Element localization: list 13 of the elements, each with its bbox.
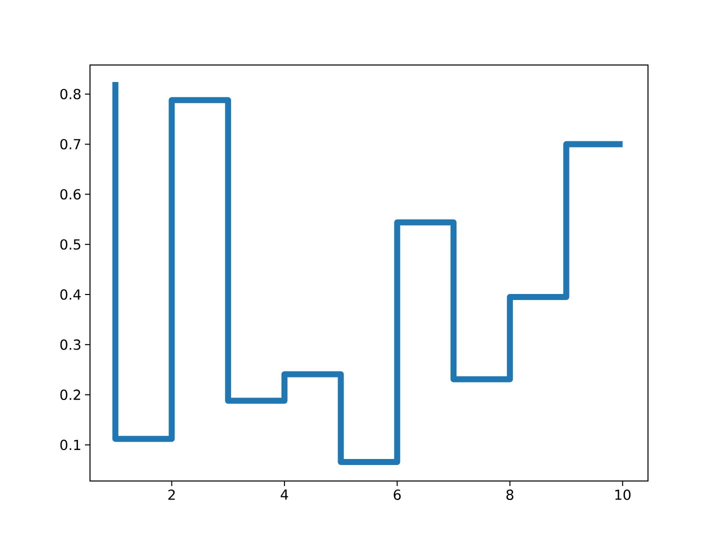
- x-tick-label: 8: [506, 490, 514, 500]
- x-tick-label: 6: [394, 490, 401, 500]
- y-tick-label: 0.7: [60, 138, 80, 150]
- y-tick-label: 0.1: [60, 440, 80, 450]
- y-tick-label: 0.3: [60, 339, 80, 350]
- y-tick-label: 0.8: [60, 88, 81, 100]
- x-tick-label: 2: [168, 490, 175, 500]
- x-tick-label: 4: [280, 490, 288, 500]
- y-tick-label: 0.2: [60, 390, 80, 400]
- y-tick-label: 0.4: [60, 289, 81, 300]
- x-tick-label: 10: [615, 490, 631, 500]
- y-tick-label: 0.5: [60, 239, 80, 250]
- y-tick-label: 0.6: [60, 189, 81, 200]
